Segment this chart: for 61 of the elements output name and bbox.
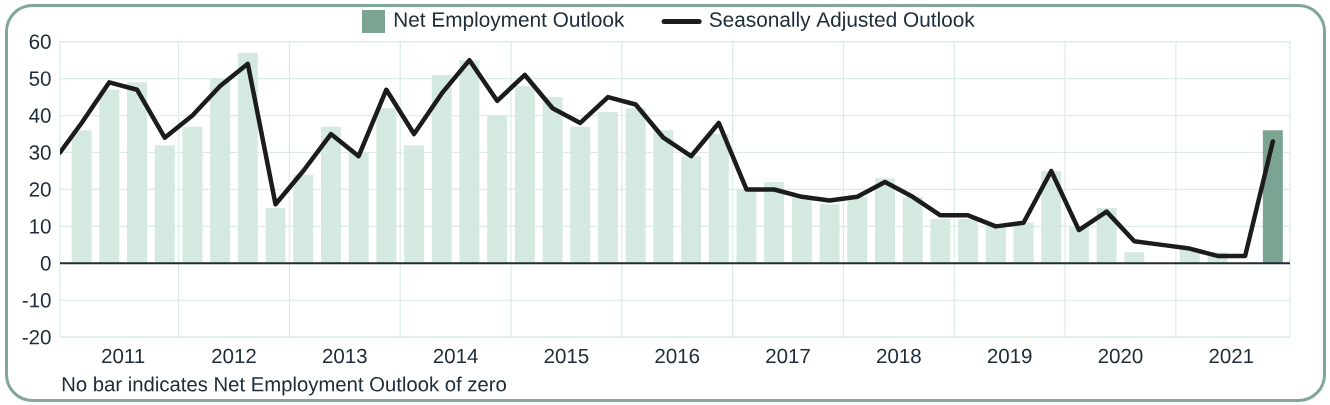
text: Net Employment Outlook [394,11,625,32]
bar [320,126,341,264]
x-tick-label: 2013 [323,348,367,364]
bar [348,152,369,264]
legend-label: Seasonally Adjusted Outlook [709,11,975,32]
bar [182,126,203,264]
bar [958,219,979,264]
text: No bar indicates Net Employment Outlook of zero [62,376,506,396]
bar [819,204,840,264]
bar [598,111,618,264]
bar [764,182,785,264]
x-tick-label: 2012 [212,348,256,364]
y-tick-label: -20 [22,329,51,345]
bar [431,74,452,264]
bar [487,115,508,264]
bar [847,196,868,264]
bar [293,174,314,264]
bar [71,130,92,264]
y-tick-label: 50 [29,71,51,86]
y-tick-label: 0 [40,256,51,271]
y-tick-label: 40 [29,108,51,123]
x-tick-label: 2011 [102,348,145,364]
x-tick-label: 2016 [655,348,700,364]
bar [653,130,674,264]
x-tick-label: 2020 [1098,348,1143,364]
y-tick-label: 60 [29,34,51,49]
bar [570,126,591,264]
bar [1068,226,1089,264]
bar [376,108,397,264]
bar [210,78,231,264]
bar [459,60,480,264]
x-tick-label: 2014 [433,348,478,364]
bar [1124,252,1145,264]
y-tick-label: 30 [29,145,51,160]
bar [791,196,812,264]
bar [265,207,286,264]
x-tick-label: 2021 [1209,348,1254,364]
y-tick-label: -10 [22,293,51,308]
x-tick-label: 2018 [877,348,921,364]
bar [404,145,425,264]
x-tick-label: 2019 [987,348,1032,364]
bar [902,196,923,264]
y-tick-label: 10 [30,219,51,234]
bar [154,145,175,264]
bar [985,226,1006,264]
bar [708,134,729,264]
bar [127,82,147,264]
bar [625,108,646,264]
bar [542,97,563,264]
bar [1262,130,1283,264]
x-tick-label: 2015 [544,348,589,364]
bar [681,156,702,264]
y-tick-label: 20 [29,182,51,197]
bar [514,86,535,264]
bar [736,189,757,264]
bar [930,219,951,264]
x-tick-label: 2017 [766,348,810,364]
line-series [60,57,1276,259]
bar [875,178,895,264]
bar [237,52,258,264]
bar [99,89,120,264]
